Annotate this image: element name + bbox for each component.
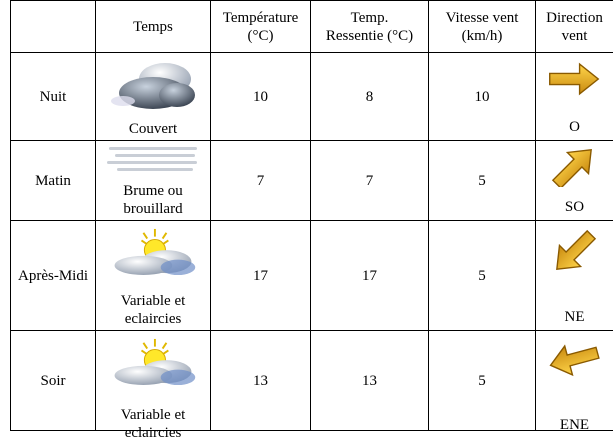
- header-text: Temps: [96, 18, 210, 36]
- condition-text: Variable et: [96, 406, 210, 424]
- header-text: (km/h): [429, 27, 535, 45]
- wind-arrow: [546, 59, 602, 99]
- wind-speed: 5: [429, 331, 536, 431]
- wind-arrow: [546, 227, 602, 277]
- condition-text: eclaircies: [96, 424, 210, 442]
- wind-arrow: [546, 147, 602, 187]
- condition-text: Variable et: [96, 292, 210, 310]
- header-cell: Vitesse vent(km/h): [429, 1, 536, 53]
- header-text: Vitesse vent: [429, 9, 535, 27]
- header-text: Ressentie (°C): [311, 27, 428, 45]
- temperature: 10: [211, 53, 311, 141]
- header-text: Température: [211, 9, 310, 27]
- header-text: (°C): [211, 27, 310, 45]
- period: Matin: [11, 141, 96, 221]
- wind-arrow: [546, 337, 602, 381]
- row: Nuit Couvert 10 8 10 O: [11, 53, 613, 141]
- direction: ENE: [536, 416, 613, 434]
- temperature: 17: [211, 221, 311, 331]
- direction-cell: O: [536, 53, 613, 141]
- fog-icon: [105, 145, 201, 175]
- direction: O: [536, 118, 613, 136]
- direction: NE: [536, 308, 613, 326]
- weather-table: Temps Température(°C) Temp.Ressentie (°C…: [10, 0, 613, 431]
- wind-speed: 5: [429, 221, 536, 331]
- condition-text: brouillard: [96, 200, 210, 218]
- condition: Couvert: [96, 120, 210, 138]
- condition-text: eclaircies: [96, 310, 210, 328]
- header-text: Temp.: [311, 9, 428, 27]
- page: Temps Température(°C) Temp.Ressentie (°C…: [0, 0, 613, 430]
- period: Après-Midi: [11, 221, 96, 331]
- partly-cloudy-icon: [105, 335, 201, 389]
- condition-text: Brume ou: [96, 182, 210, 200]
- header-text: Direction: [536, 9, 613, 27]
- header-row: Temps Température(°C) Temp.Ressentie (°C…: [11, 1, 613, 53]
- direction-cell: SO: [536, 141, 613, 221]
- temperature: 13: [211, 331, 311, 431]
- header-cell: Temp.Ressentie (°C): [311, 1, 429, 53]
- period: Soir: [11, 331, 96, 431]
- condition-text: Couvert: [96, 120, 210, 138]
- felt-temperature: 8: [311, 53, 429, 141]
- weather-cell: Couvert: [96, 53, 211, 141]
- header-cell: Température(°C): [211, 1, 311, 53]
- wind-speed: 10: [429, 53, 536, 141]
- overcast-icon: [105, 57, 201, 117]
- temperature: 7: [211, 141, 311, 221]
- partly-cloudy-icon: [105, 225, 201, 279]
- direction: SO: [536, 198, 613, 216]
- felt-temperature: 7: [311, 141, 429, 221]
- direction-cell: NE: [536, 221, 613, 331]
- corner-cell: [11, 1, 96, 53]
- felt-temperature: 13: [311, 331, 429, 431]
- direction-cell: ENE: [536, 331, 613, 431]
- wind-speed: 5: [429, 141, 536, 221]
- felt-temperature: 17: [311, 221, 429, 331]
- header-text: vent: [536, 27, 613, 45]
- header-cell: Temps: [96, 1, 211, 53]
- period: Nuit: [11, 53, 96, 141]
